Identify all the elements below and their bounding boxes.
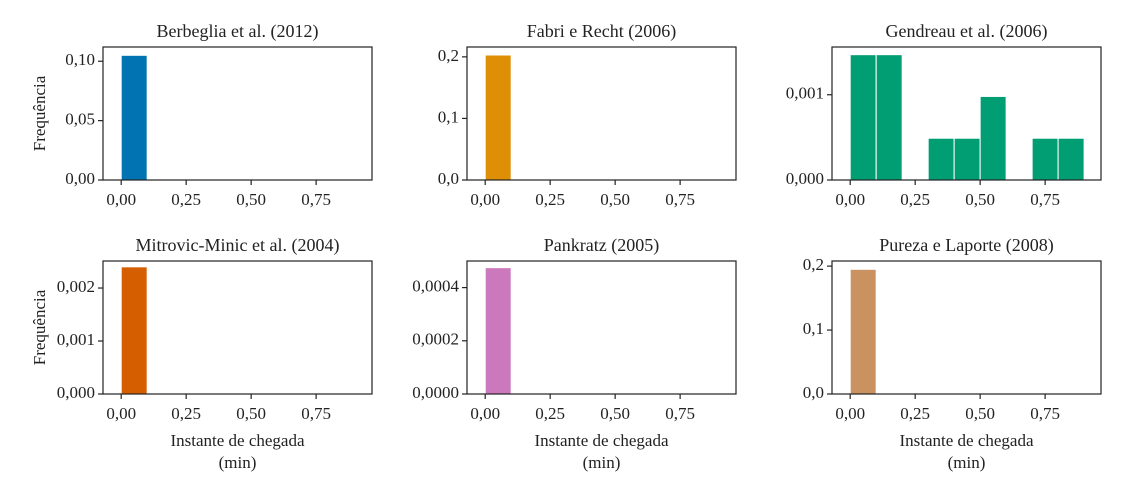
x-axis-label: Instante de chegada xyxy=(170,431,304,450)
histogram-bar xyxy=(849,268,877,395)
x-tick-label: 0,00 xyxy=(106,404,136,423)
histogram-bar xyxy=(484,54,512,181)
histogram-bar xyxy=(875,54,903,181)
x-tick-label: 0,50 xyxy=(965,404,995,423)
x-tick-label: 0,50 xyxy=(965,190,995,209)
y-axis-label: Frequência xyxy=(30,75,49,151)
chart-title: Pankratz (2005) xyxy=(544,235,659,256)
x-tick-label: 0,25 xyxy=(900,404,930,423)
axes-frame xyxy=(831,260,1102,395)
x-tick-label: 0,00 xyxy=(470,190,500,209)
x-axis-label: (min) xyxy=(219,453,257,472)
x-tick-label: 0,75 xyxy=(301,404,331,423)
x-tick-label: 0,25 xyxy=(535,190,565,209)
x-tick-label: 0,75 xyxy=(1030,190,1060,209)
histogram-bar xyxy=(953,137,981,181)
x-axis-label: (min) xyxy=(948,453,986,472)
axes-frame xyxy=(466,260,737,395)
y-tick-label: 0,0002 xyxy=(412,330,459,349)
y-tick-label: 0,1 xyxy=(803,319,824,338)
x-tick-label: 0,75 xyxy=(1030,404,1060,423)
y-tick-label: 0,10 xyxy=(65,50,95,69)
y-tick-label: 0,000 xyxy=(786,169,824,188)
y-tick-label: 0,00 xyxy=(65,169,95,188)
y-tick-label: 0,0000 xyxy=(412,383,459,402)
x-tick-label: 0,50 xyxy=(600,404,630,423)
x-tick-label: 0,50 xyxy=(600,190,630,209)
y-tick-label: 0,2 xyxy=(803,255,824,274)
y-tick-label: 0,0 xyxy=(438,169,459,188)
x-tick-label: 0,50 xyxy=(236,404,266,423)
x-tick-label: 0,25 xyxy=(900,190,930,209)
y-tick-label: 0,2 xyxy=(438,46,459,65)
x-tick-label: 0,75 xyxy=(665,404,695,423)
y-axis-label: Frequência xyxy=(30,289,49,365)
x-axis-label: Instante de chegada xyxy=(899,431,1033,450)
x-tick-label: 0,00 xyxy=(470,404,500,423)
x-tick-label: 0,00 xyxy=(835,190,865,209)
histogram-bar xyxy=(979,95,1007,181)
y-tick-label: 0,1 xyxy=(438,107,459,126)
chart-title: Pureza e Laporte (2008) xyxy=(879,235,1053,256)
axes-frame xyxy=(102,260,373,395)
histogram-bar xyxy=(484,267,512,395)
x-axis-label: (min) xyxy=(583,453,621,472)
chart-title: Fabri e Recht (2006) xyxy=(527,21,676,42)
x-tick-label: 0,00 xyxy=(835,404,865,423)
axes-frame xyxy=(831,46,1102,181)
x-tick-label: 0,75 xyxy=(301,190,331,209)
histogram-bar xyxy=(927,137,955,181)
axes-frame xyxy=(102,46,373,181)
y-tick-label: 0,05 xyxy=(65,110,95,129)
y-tick-label: 0,0 xyxy=(803,383,824,402)
axes-frame xyxy=(466,46,737,181)
x-tick-label: 0,25 xyxy=(535,404,565,423)
x-tick-label: 0,75 xyxy=(665,190,695,209)
x-tick-label: 0,50 xyxy=(236,190,266,209)
y-tick-label: 0,002 xyxy=(57,277,95,296)
x-tick-label: 0,00 xyxy=(106,190,136,209)
chart-title: Mitrovic-Minic et al. (2004) xyxy=(136,235,340,256)
x-tick-label: 0,25 xyxy=(171,190,201,209)
y-tick-label: 0,0004 xyxy=(412,277,459,296)
y-tick-label: 0,001 xyxy=(786,84,824,103)
histogram-bar xyxy=(1057,137,1085,181)
histogram-bar xyxy=(849,54,877,181)
y-tick-label: 0,001 xyxy=(57,330,95,349)
x-tick-label: 0,25 xyxy=(171,404,201,423)
chart-title: Gendreau et al. (2006) xyxy=(886,21,1048,42)
x-axis-label: Instante de chegada xyxy=(534,431,668,450)
histogram-bar xyxy=(120,54,148,181)
histogram-bar xyxy=(120,266,148,395)
histogram-bar xyxy=(1031,137,1059,181)
chart-title: Berbeglia et al. (2012) xyxy=(157,21,319,42)
y-tick-label: 0,000 xyxy=(57,383,95,402)
